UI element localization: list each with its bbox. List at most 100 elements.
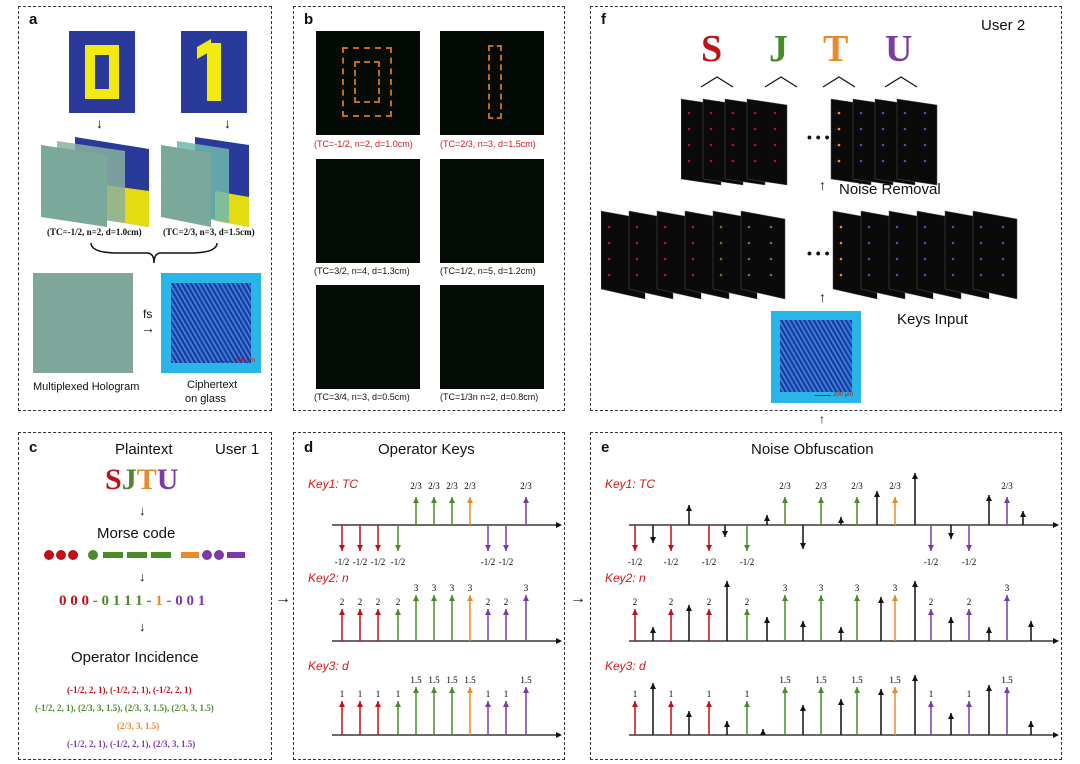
key-label: 1.5 [464,675,476,685]
key-label: 1.5 [1001,675,1013,685]
key-label: -1/2 [391,557,406,567]
key-arrow [357,701,363,735]
arrow-up-icon: ↑ [819,412,825,426]
multiplexed-label: Multiplexed Hologram [33,381,140,393]
key-label: 1 [967,689,972,699]
panel-e-label: e [601,439,610,456]
e-key3-label: Key3: d [605,659,646,673]
key-label: 1 [486,689,491,699]
key-arrow [375,701,381,735]
key-arrow [503,701,509,735]
binary-u: 0 0 1 [175,593,206,609]
key-arrow [485,525,491,551]
key-arrow [668,701,674,735]
binary-sep-2: - [146,593,152,609]
digit-0-image [69,31,135,113]
key-arrow [744,701,750,735]
key-label: 1.5 [410,675,422,685]
key-label: 2 [340,597,345,607]
key-arrow [485,701,491,735]
key-arrow [706,609,712,641]
binary-sep-3: - [166,593,172,609]
panel-c-label: c [29,439,38,456]
key-arrow [892,687,898,735]
key-arrow [523,687,529,735]
key-label: 2/3 [851,481,863,491]
binary-t: 1 [155,593,163,609]
key-label: -1/2 [353,557,368,567]
fs-label: fs [143,307,153,321]
arrow-right-icon: → [570,590,586,607]
key-label: 1 [340,689,345,699]
ciphertext-label-2: on glass [185,393,226,405]
key-label: 2 [396,597,401,607]
key-label: 3 [1005,583,1010,593]
key-label: -1/2 [499,557,514,567]
noise-arrow [800,621,806,641]
d-key2-label: Key2: n [308,571,349,585]
hologram-layers-left [41,137,149,227]
key-arrow [431,687,437,735]
hologram-frame [740,210,786,300]
key-arrow [892,595,898,641]
arrow-up-icon: ↑ [819,289,826,305]
key-label: 1 [504,689,509,699]
noise-arrow [948,617,954,641]
arrow-right-icon: → [275,590,291,607]
operator-keys-plot: -1/2 -1/2 -1/2 -1/22/3 2/3 2/3 2/3-1/2 -1/22/32… [332,481,562,738]
key-label: 1 [707,689,712,699]
letter-s: S [701,28,723,70]
key-label: 2 [929,597,934,607]
key-arrow [357,525,363,551]
key-arrow [632,609,638,641]
letter-u: U [885,28,913,70]
noise-arrow [800,525,806,549]
ellipsis-bottom: • • • [807,245,830,261]
key-label: 1.5 [815,675,827,685]
key-arrow [706,525,712,551]
key-arrow [928,609,934,641]
key-arrow [928,701,934,735]
ellipsis-top: • • • [807,129,830,145]
key-label: 1 [396,689,401,699]
denoised-frames-stack [681,98,938,186]
noise-arrow [948,525,954,539]
key-label: 2/3 [428,481,440,491]
key-label: 1.5 [520,675,532,685]
key-label: 1 [745,689,750,699]
key-label: -1/2 [924,557,939,567]
reconstruction-4 [316,285,420,389]
key-label: -1/2 [702,557,717,567]
key-arrow [892,497,898,525]
key-label: 2 [707,597,712,607]
key-arrow [523,497,529,525]
key-label: -1/2 [962,557,977,567]
key-label: 3 [855,583,860,593]
morse-code-graphic [44,550,245,560]
key-label: 2 [669,597,674,607]
key-arrow [413,687,419,735]
key-label: 3 [468,583,473,593]
key-arrow [339,701,345,735]
key-label: 3 [450,583,455,593]
key-label: 1.5 [428,675,440,685]
b-caption-4: (TC=3/4, n=3, d=0.5cm) [314,392,410,402]
key-arrow [395,525,401,551]
key-arrow [966,701,972,735]
key-arrow [449,595,455,641]
plain-t: T [136,463,157,496]
key-arrow [1004,497,1010,525]
d-key1-label: Key1: TC [308,477,359,491]
noise-arrow [874,491,880,525]
axis-arrow [556,522,562,528]
key-label: -1/2 [664,557,679,567]
digit-1-image [181,31,247,113]
plain-j: J [121,463,137,496]
multiplexed-hologram-image [33,273,133,373]
letter-t: T [823,28,849,70]
key-label: -1/2 [628,557,643,567]
key-label: 3 [524,583,529,593]
key-arrow [449,687,455,735]
key-label: 1.5 [889,675,901,685]
key-arrow [928,525,934,551]
